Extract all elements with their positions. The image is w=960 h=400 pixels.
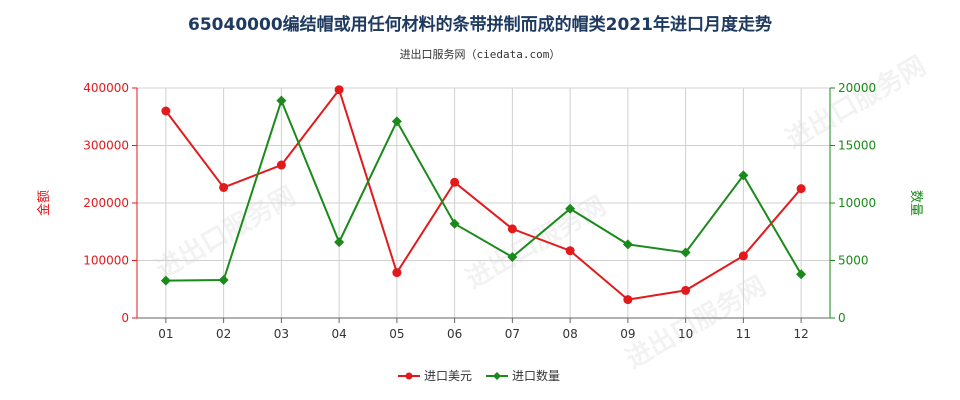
series-1-point xyxy=(161,106,171,116)
series-2-point xyxy=(738,170,749,181)
legend-label-1: 进口美元 xyxy=(424,369,472,383)
series-1-point xyxy=(565,246,575,256)
series-1-point xyxy=(334,85,344,95)
y-left-tick-label: 400000 xyxy=(83,81,129,95)
x-tick-label: 12 xyxy=(793,327,808,341)
x-tick-label: 04 xyxy=(331,327,346,341)
series-2-point xyxy=(276,95,287,106)
series-1-point xyxy=(623,295,633,305)
series-2-point xyxy=(622,239,633,250)
series-layer xyxy=(160,85,807,305)
y-left-tick-label: 0 xyxy=(121,311,129,325)
legend: 进口美元 进口数量 xyxy=(398,368,560,383)
x-tick-label: 02 xyxy=(216,327,231,341)
y-left-axis-title: 金额 xyxy=(36,190,52,216)
legend-label-2: 进口数量 xyxy=(512,368,560,383)
axis-layer: 0 0 100000 5000 200000 10000 300000 15000 400000… xyxy=(36,81,923,341)
series-1-point xyxy=(392,268,402,278)
series-1-point xyxy=(450,177,460,187)
x-tick-label: 08 xyxy=(562,327,577,341)
series-2-point xyxy=(449,218,460,229)
y-right-axis-title: 数量 xyxy=(908,190,923,216)
x-tick-label: 05 xyxy=(389,327,404,341)
x-tick-label: 06 xyxy=(447,327,462,341)
series-1-point xyxy=(681,285,691,295)
series-1-point xyxy=(796,184,806,194)
series-2-point xyxy=(796,269,807,280)
series-2-point xyxy=(565,203,576,214)
series-2-point xyxy=(218,275,229,286)
legend-marker-2 xyxy=(493,372,501,380)
y-right-tick-label: 5000 xyxy=(838,254,869,268)
series-2-point xyxy=(334,237,345,248)
y-left-tick-label: 300000 xyxy=(83,139,129,153)
x-tick-label: 10 xyxy=(678,327,693,341)
x-tick-label: 03 xyxy=(274,327,289,341)
series-2-point xyxy=(160,275,171,286)
x-tick-label: 09 xyxy=(620,327,635,341)
y-left-tick-label: 100000 xyxy=(83,254,129,268)
series-line-2 xyxy=(165,97,802,282)
series-line-1 xyxy=(165,87,802,301)
y-right-tick-label: 20000 xyxy=(838,81,876,95)
y-right-tick-label: 0 xyxy=(838,311,846,325)
chart-title: 65040000编结帽或用任何材料的条带拼制而成的帽类2021年进口月度走势 xyxy=(188,14,772,35)
series-1-point xyxy=(738,251,748,261)
series-2-point xyxy=(507,252,518,263)
chart-subtitle: 进出口服务网（ciedata.com） xyxy=(400,47,561,61)
legend-marker-1 xyxy=(405,372,413,380)
y-right-tick-label: 10000 xyxy=(838,196,876,210)
series-1-point xyxy=(507,224,517,234)
y-right-tick-label: 15000 xyxy=(838,139,876,153)
series-2-point xyxy=(391,116,402,127)
series-1-point xyxy=(276,160,286,170)
series-2-point xyxy=(680,247,691,258)
series-1-point xyxy=(219,182,229,192)
x-tick-label: 01 xyxy=(158,327,173,341)
watermark-text: 进出口服务网 xyxy=(621,271,771,375)
y-left-tick-label: 200000 xyxy=(83,196,129,210)
x-tick-label: 07 xyxy=(505,327,520,341)
x-tick-label: 11 xyxy=(736,327,751,341)
